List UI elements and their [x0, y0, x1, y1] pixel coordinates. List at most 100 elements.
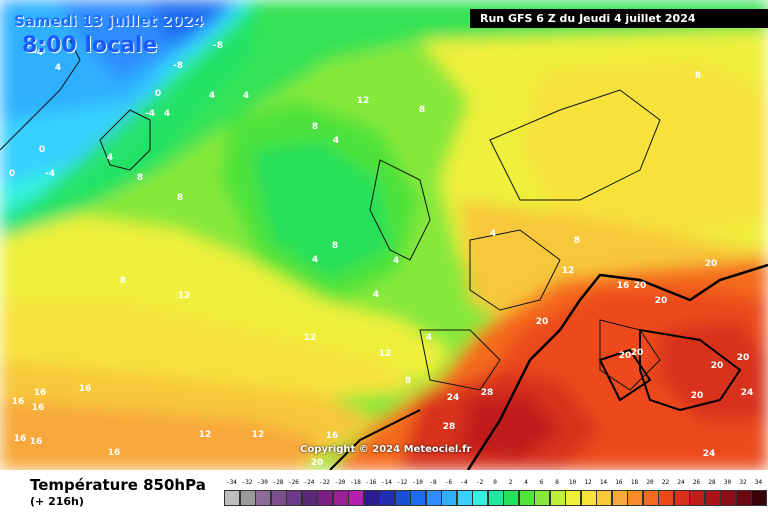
- legend-labels: -34 -32 -30 -28 -26 -24 -22 -20 -18 -16 -14 -12 -10-…: [224, 479, 762, 489]
- isotherm-value-label: 12: [379, 349, 392, 359]
- isotherm-value-label: 8: [695, 71, 701, 81]
- legend-swatch: [456, 490, 473, 506]
- legend-swatch: [317, 490, 333, 506]
- legend-label: -28: [272, 479, 284, 486]
- legend-label: -6: [444, 479, 453, 486]
- isotherm-value-label: 28: [481, 388, 494, 398]
- legend-swatch: [379, 490, 395, 506]
- legend-swatch: [487, 490, 504, 506]
- isotherm-value-label: 20: [655, 296, 668, 306]
- isotherm-value-label: 8: [137, 173, 143, 183]
- legend-swatch: [394, 490, 411, 506]
- isotherm-value-label: 20: [737, 353, 750, 363]
- valid-date: Samedi 13 juillet 2024: [14, 12, 204, 30]
- legend-swatch: [534, 490, 550, 506]
- isotherm-value-label: 16: [30, 437, 43, 447]
- isotherm-value-label: -4: [145, 109, 155, 119]
- isotherm-value-label: 4: [209, 91, 215, 101]
- isotherm-value-label: 16: [34, 388, 47, 398]
- color-scale: [224, 490, 767, 506]
- isotherm-value-label: 4: [393, 256, 399, 266]
- isotherm-value-label: 4: [243, 91, 249, 101]
- legend-swatch: [735, 490, 752, 506]
- legend-swatch: [363, 490, 380, 506]
- isotherm-value-label: 0: [39, 145, 45, 155]
- legend-swatch: [751, 490, 767, 506]
- forecast-lead-time: (+ 216h): [30, 495, 84, 508]
- isotherm-value-label: 16: [108, 448, 121, 458]
- legend-label: 12: [584, 479, 592, 486]
- isotherm-value-label: 24: [447, 393, 460, 403]
- legend-swatch: [565, 490, 581, 506]
- isotherm-value-label: 12: [562, 266, 575, 276]
- legend-label: -4: [460, 479, 468, 486]
- legend-swatch: [270, 490, 287, 506]
- isotherm-value-label: 20: [711, 361, 724, 371]
- isotherm-value-label: 20: [619, 351, 632, 361]
- isotherm-value-label: 16: [617, 281, 630, 291]
- legend-footer: Température 850hPa (+ 216h) -34 -32 -30 -28…: [0, 470, 768, 512]
- legend-label: 26: [692, 479, 701, 486]
- legend-swatch: [348, 490, 364, 506]
- isotherm-value-label: -4: [45, 169, 55, 179]
- valid-time: 8:00 locale: [22, 33, 158, 58]
- isotherm-value-label: 12: [357, 96, 370, 106]
- isotherm-value-label: 20: [631, 348, 644, 358]
- isotherm-value-label: 8: [312, 122, 318, 132]
- isotherm-value-label: 16: [14, 434, 27, 444]
- legend-swatch: [410, 490, 426, 506]
- legend-label: -12: [396, 479, 408, 486]
- isotherm-value-label: 16: [326, 431, 339, 441]
- legend-label: 6: [539, 479, 544, 486]
- isotherm-value-label: 8: [120, 276, 126, 286]
- legend-label: 4: [524, 479, 528, 486]
- legend-swatch: [332, 490, 349, 506]
- legend-swatch: [689, 490, 705, 506]
- copyright: Copyright © 2024 Meteociel.fr: [300, 444, 472, 455]
- legend-label: 20: [646, 479, 654, 486]
- legend-swatch: [642, 490, 659, 506]
- isotherm-value-label: 4: [426, 333, 432, 343]
- legend-swatch: [611, 490, 628, 506]
- isotherm-value-label: 12: [252, 430, 265, 440]
- legend-swatch: [472, 490, 488, 506]
- isotherm-value-label: 24: [703, 449, 716, 459]
- legend-swatch: [596, 490, 612, 506]
- legend-label: 18: [630, 479, 639, 486]
- legend-swatch: [580, 490, 597, 506]
- legend-swatch: [441, 490, 457, 506]
- legend-label: -34: [226, 479, 237, 486]
- isotherm-value-label: 0: [9, 169, 15, 179]
- isotherm-value-label: 20: [691, 391, 704, 401]
- legend-label: -22: [319, 479, 330, 486]
- isotherm-value-label: 4: [490, 229, 496, 239]
- legend-swatch: [627, 490, 643, 506]
- isotherm-value-label: -8: [213, 41, 223, 51]
- legend-swatch: [239, 490, 256, 506]
- legend-label: 24: [677, 479, 685, 486]
- isotherm-value-label: 4: [107, 153, 113, 163]
- isotherm-value-label: -8: [173, 61, 183, 71]
- isotherm-value-label: 12: [199, 430, 212, 440]
- isotherm-value-label: 8: [177, 193, 183, 203]
- legend-swatch: [673, 490, 690, 506]
- legend-swatch: [301, 490, 318, 506]
- isotherm-value-label: 16: [32, 403, 45, 413]
- isotherm-value-label: 8: [405, 376, 411, 386]
- legend-swatch: [720, 490, 736, 506]
- legend-label: 2: [508, 479, 513, 486]
- legend-label: 28: [708, 479, 716, 486]
- isotherm-value-label: 4: [373, 290, 379, 300]
- isotherm-value-label: 8: [419, 105, 425, 115]
- legend-swatch: [425, 490, 442, 506]
- isotherm-value-label: -4: [33, 48, 43, 58]
- isotherm-value-label: 20: [705, 259, 718, 269]
- legend-swatch: [518, 490, 535, 506]
- isotherm-value-label: 4: [312, 255, 318, 265]
- legend-label: 32: [739, 479, 747, 486]
- legend-label: -14: [381, 479, 392, 486]
- legend-label: -26: [288, 479, 299, 486]
- legend-label: 0: [493, 479, 497, 486]
- legend-swatch: [658, 490, 674, 506]
